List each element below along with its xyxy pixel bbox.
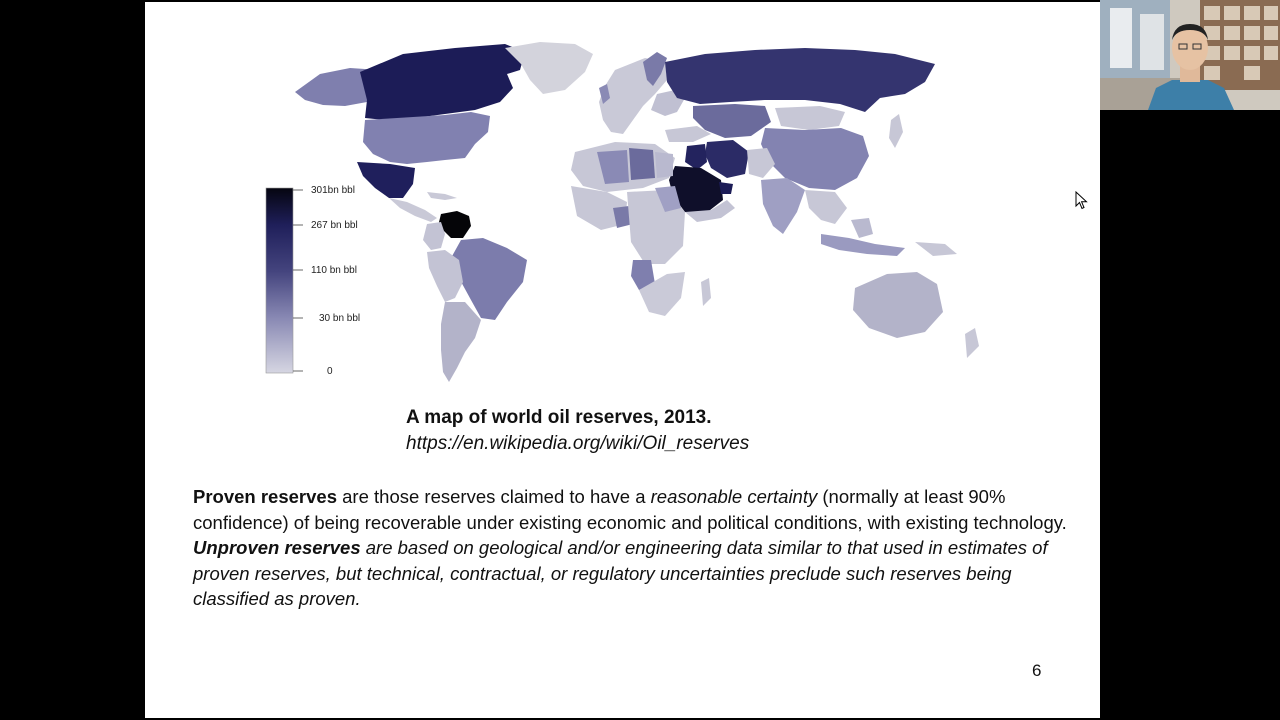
region-pakistan <box>747 148 775 178</box>
region-sudan <box>655 186 681 212</box>
region-venezuela <box>439 211 471 238</box>
region-andes <box>427 250 463 302</box>
region-central-america <box>389 198 437 222</box>
region-angola <box>631 260 655 290</box>
world-oil-reserves-map: 301bn bbl 267 bn bbl 110 bn bbl 30 bn bb… <box>145 2 1100 392</box>
region-uae <box>719 182 733 194</box>
map-caption: A map of world oil reserves, 2013. https… <box>406 405 749 457</box>
region-usa <box>363 112 490 164</box>
region-new-guinea <box>915 242 957 256</box>
proven-text-b: (normally at least 90% confidence) of be… <box>193 486 1067 533</box>
region-yemen <box>685 200 735 222</box>
region-se-asia <box>805 190 847 224</box>
region-iran <box>705 140 749 178</box>
region-russia <box>665 48 935 112</box>
legend-label-30: 30 bn bbl <box>319 313 360 324</box>
legend-label-zero: 0 <box>327 366 333 377</box>
region-madagascar <box>701 278 711 306</box>
region-norway <box>643 52 667 86</box>
region-brazil <box>451 238 527 320</box>
region-japan <box>889 114 903 148</box>
legend-color-bar <box>265 187 294 374</box>
region-colombia <box>423 222 445 250</box>
unproven-text: are based on geological and/or engineeri… <box>193 537 1048 609</box>
region-indonesia <box>821 234 905 256</box>
region-mongolia <box>775 106 845 130</box>
reasonable-certainty-emphasis: reasonable certainty <box>650 486 818 507</box>
region-new-zealand <box>965 328 979 358</box>
region-southern-cone <box>441 302 481 382</box>
region-libya <box>629 148 655 180</box>
definitions-text: Proven reserves are those reserves claim… <box>193 484 1073 612</box>
region-algeria <box>597 150 629 184</box>
region-west-africa <box>571 186 627 230</box>
proven-reserves-term: Proven reserves <box>193 486 337 507</box>
caption-title: A map of world oil reserves, 2013. <box>406 407 712 428</box>
region-borneo <box>851 218 873 238</box>
proven-reserves-paragraph: Proven reserves are those reserves claim… <box>193 484 1073 535</box>
presenter-video <box>1100 0 1280 110</box>
page-number: 6 <box>1032 661 1042 680</box>
legend-label-110: 110 bn bbl <box>311 265 357 276</box>
region-iraq <box>685 144 707 170</box>
region-southern-africa <box>639 272 685 316</box>
legend-label-max: 301bn bbl <box>311 185 355 196</box>
unproven-reserves-paragraph: Unproven reserves are based on geologica… <box>193 535 1073 612</box>
region-china <box>761 128 869 190</box>
region-saudi <box>669 166 723 214</box>
region-india <box>761 178 805 234</box>
region-canada <box>360 44 525 120</box>
region-uk <box>599 84 610 104</box>
legend-label-267: 267 bn bbl <box>311 220 358 231</box>
region-kazakhstan <box>693 104 771 138</box>
region-mexico <box>357 162 415 198</box>
region-nigeria <box>613 206 633 228</box>
slide: 301bn bbl 267 bn bbl 110 bn bbl 30 bn bb… <box>145 2 1100 718</box>
region-egypt <box>655 152 673 178</box>
caption-source-url: https://en.wikipedia.org/wiki/Oil_reserv… <box>406 433 750 454</box>
region-australia <box>853 272 943 338</box>
proven-text-a: are those reserves claimed to have a <box>337 486 651 507</box>
unproven-reserves-term: Unproven reserves <box>193 537 361 558</box>
pointer-cursor-icon <box>1075 190 1089 211</box>
region-turkey <box>665 126 711 142</box>
region-greenland <box>505 42 593 94</box>
region-caribbean <box>427 192 457 200</box>
